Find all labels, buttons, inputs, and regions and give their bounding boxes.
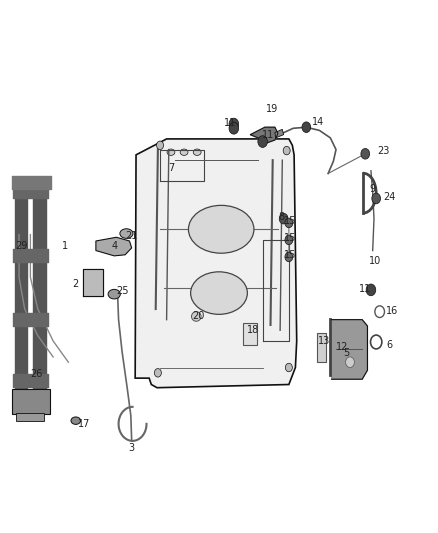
FancyBboxPatch shape bbox=[16, 413, 44, 421]
Circle shape bbox=[283, 147, 290, 155]
Circle shape bbox=[372, 193, 381, 204]
Circle shape bbox=[285, 235, 293, 245]
Text: 20: 20 bbox=[192, 311, 204, 321]
Text: 12: 12 bbox=[336, 342, 348, 352]
Text: 6: 6 bbox=[386, 340, 392, 350]
Text: 21: 21 bbox=[126, 231, 138, 241]
Circle shape bbox=[285, 218, 293, 228]
Text: 25: 25 bbox=[116, 286, 128, 296]
Text: 14: 14 bbox=[311, 117, 324, 127]
Circle shape bbox=[285, 252, 293, 262]
Polygon shape bbox=[135, 139, 297, 387]
Polygon shape bbox=[251, 127, 278, 143]
Text: 11: 11 bbox=[262, 130, 275, 140]
Ellipse shape bbox=[71, 417, 81, 424]
Text: 11: 11 bbox=[224, 118, 236, 128]
FancyBboxPatch shape bbox=[244, 323, 257, 345]
Ellipse shape bbox=[108, 289, 120, 299]
Ellipse shape bbox=[120, 229, 133, 238]
Text: 26: 26 bbox=[30, 369, 42, 379]
Text: 18: 18 bbox=[247, 325, 259, 335]
Circle shape bbox=[258, 136, 268, 148]
Text: 11: 11 bbox=[359, 284, 371, 294]
Polygon shape bbox=[83, 269, 103, 296]
Text: 24: 24 bbox=[383, 192, 396, 203]
Text: 15: 15 bbox=[284, 233, 297, 244]
Text: 4: 4 bbox=[111, 241, 117, 251]
Text: 8: 8 bbox=[279, 212, 285, 222]
Circle shape bbox=[302, 122, 311, 133]
Circle shape bbox=[366, 284, 376, 296]
Text: 15: 15 bbox=[284, 251, 297, 260]
Ellipse shape bbox=[167, 149, 175, 156]
Text: 2: 2 bbox=[73, 279, 79, 289]
Circle shape bbox=[154, 368, 161, 377]
Ellipse shape bbox=[191, 272, 247, 314]
Text: 10: 10 bbox=[369, 256, 381, 266]
FancyBboxPatch shape bbox=[317, 333, 326, 362]
Polygon shape bbox=[275, 130, 284, 138]
Text: 3: 3 bbox=[129, 443, 135, 453]
Text: 29: 29 bbox=[15, 241, 28, 251]
Circle shape bbox=[361, 149, 370, 159]
Circle shape bbox=[346, 357, 354, 368]
Text: 15: 15 bbox=[284, 216, 297, 226]
Circle shape bbox=[279, 213, 288, 224]
Text: 13: 13 bbox=[318, 336, 330, 346]
Text: 1: 1 bbox=[62, 241, 68, 251]
Ellipse shape bbox=[180, 149, 188, 156]
Text: 9: 9 bbox=[370, 184, 376, 195]
Text: 5: 5 bbox=[343, 348, 350, 358]
Circle shape bbox=[229, 118, 239, 130]
Polygon shape bbox=[332, 320, 367, 379]
Circle shape bbox=[286, 364, 292, 372]
Polygon shape bbox=[96, 237, 132, 256]
FancyBboxPatch shape bbox=[12, 389, 50, 414]
Ellipse shape bbox=[193, 149, 201, 156]
Circle shape bbox=[156, 141, 163, 150]
Circle shape bbox=[229, 123, 239, 134]
Text: 17: 17 bbox=[78, 419, 91, 429]
Ellipse shape bbox=[191, 312, 201, 321]
Text: 19: 19 bbox=[266, 104, 279, 114]
Text: 16: 16 bbox=[386, 306, 398, 316]
Text: 7: 7 bbox=[168, 163, 174, 173]
Text: 23: 23 bbox=[377, 146, 389, 156]
Ellipse shape bbox=[188, 205, 254, 253]
